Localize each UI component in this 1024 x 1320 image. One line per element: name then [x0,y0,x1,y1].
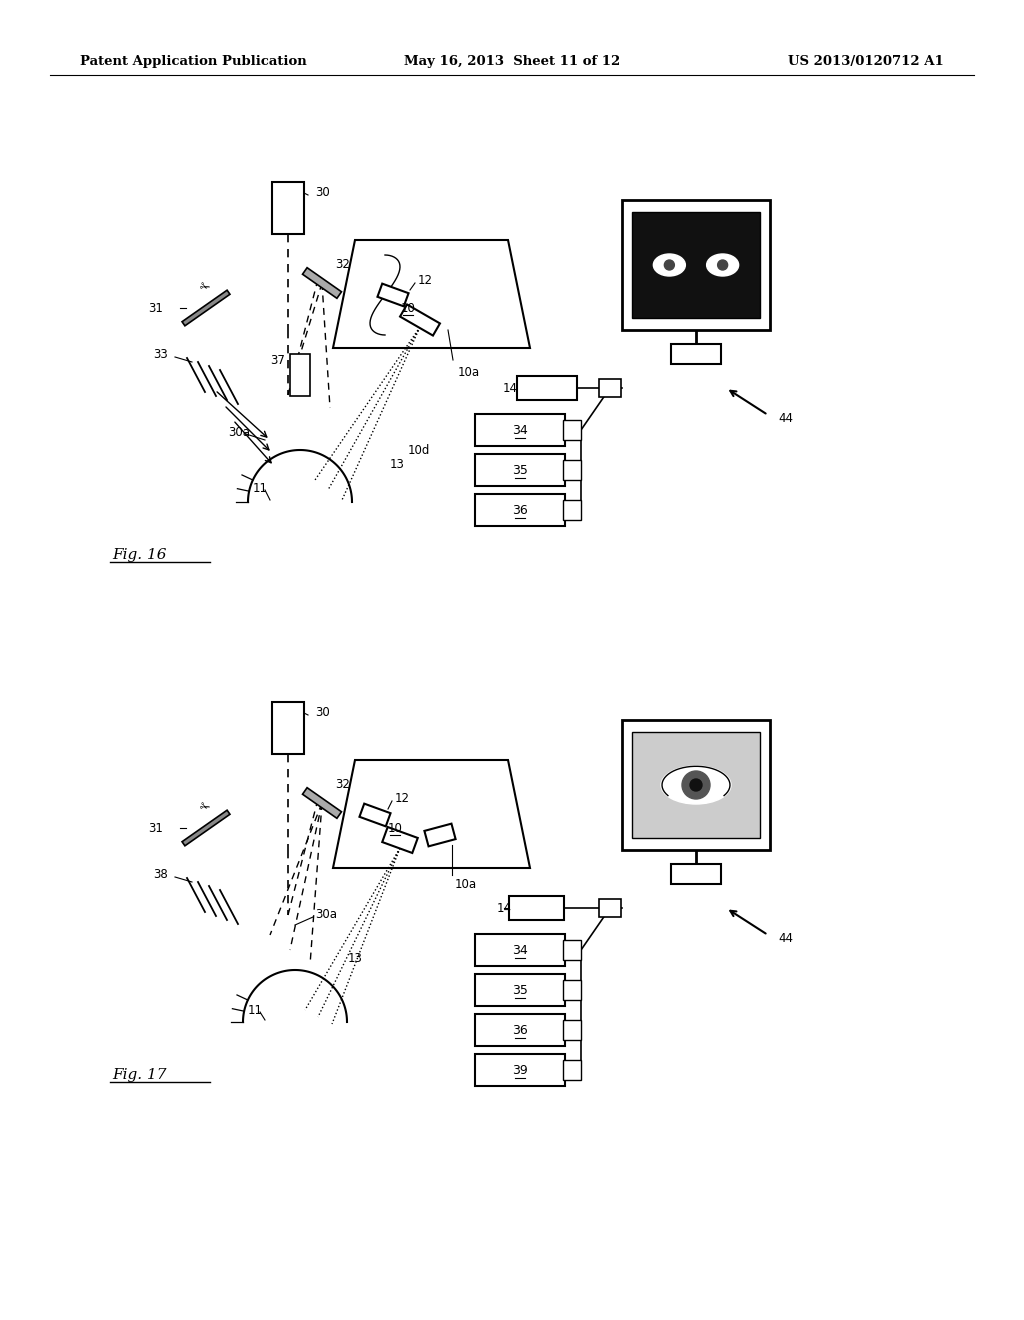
Polygon shape [302,268,341,298]
Text: 11: 11 [253,482,268,495]
Bar [563,1060,581,1080]
Text: 39: 39 [512,1064,528,1077]
Polygon shape [359,804,390,826]
Text: 13: 13 [390,458,404,471]
Bar [563,420,581,440]
Text: 10a: 10a [458,366,480,379]
Text: US 2013/0120712 A1: US 2013/0120712 A1 [788,55,944,69]
Bar [517,376,577,400]
Polygon shape [333,760,530,869]
Bar [475,414,565,446]
Text: 12: 12 [395,792,410,804]
Text: 44: 44 [778,412,793,425]
Bar [671,865,721,884]
Text: 44: 44 [778,932,793,945]
Ellipse shape [653,253,685,276]
Text: Fig. 17: Fig. 17 [112,1068,167,1082]
Bar [563,500,581,520]
Text: 34: 34 [512,424,528,437]
Text: 14: 14 [497,902,512,915]
Bar [272,182,304,234]
Polygon shape [424,824,456,846]
Text: 10a: 10a [455,879,477,891]
Polygon shape [182,810,230,846]
Text: Fig. 16: Fig. 16 [112,548,167,562]
Bar [622,201,770,330]
Text: 35: 35 [512,463,528,477]
Text: 32: 32 [335,259,350,272]
Bar [475,494,565,525]
Text: Patent Application Publication: Patent Application Publication [80,55,307,69]
Ellipse shape [718,260,728,271]
Text: 32: 32 [335,779,350,792]
Bar [599,899,621,917]
Text: 12: 12 [418,273,433,286]
Text: 33: 33 [154,348,168,362]
Bar [475,454,565,486]
Bar [475,1053,565,1086]
Bar [290,354,310,396]
Polygon shape [382,828,418,853]
Bar [563,940,581,960]
Text: 30: 30 [315,186,330,198]
Ellipse shape [707,253,738,276]
Bar [509,896,563,920]
Bar [475,974,565,1006]
Ellipse shape [690,779,702,791]
Text: 31: 31 [148,301,163,314]
Text: 10: 10 [400,301,416,314]
Bar [599,379,621,397]
Text: 36: 36 [512,503,528,516]
Text: ✁: ✁ [200,281,210,294]
Polygon shape [302,788,341,818]
Text: 31: 31 [148,821,163,834]
Bar [475,935,565,966]
Text: 11: 11 [248,1003,263,1016]
Bar [475,1014,565,1045]
Text: 38: 38 [154,869,168,882]
Bar [272,702,304,754]
Text: 14: 14 [503,381,518,395]
Text: 10: 10 [387,821,402,834]
Polygon shape [378,284,409,306]
Text: 34: 34 [512,944,528,957]
Polygon shape [333,240,530,348]
Text: 36: 36 [512,1023,528,1036]
Bar [671,345,721,364]
Bar [632,733,760,838]
Text: 13: 13 [348,952,362,965]
Text: 35: 35 [512,983,528,997]
Polygon shape [182,290,230,326]
Ellipse shape [682,771,710,799]
Ellipse shape [662,766,731,804]
Text: 10d: 10d [408,444,430,457]
Text: 37: 37 [270,354,285,367]
Bar [563,1020,581,1040]
Bar [622,719,770,850]
Ellipse shape [665,260,675,271]
Text: ✁: ✁ [200,801,210,814]
Text: May 16, 2013  Sheet 11 of 12: May 16, 2013 Sheet 11 of 12 [403,55,621,69]
Text: 30: 30 [315,705,330,718]
Bar [563,459,581,480]
Polygon shape [400,305,440,335]
Text: 30a: 30a [228,425,250,438]
Bar [563,979,581,1001]
Bar [632,213,760,318]
Text: 30a: 30a [315,908,337,921]
